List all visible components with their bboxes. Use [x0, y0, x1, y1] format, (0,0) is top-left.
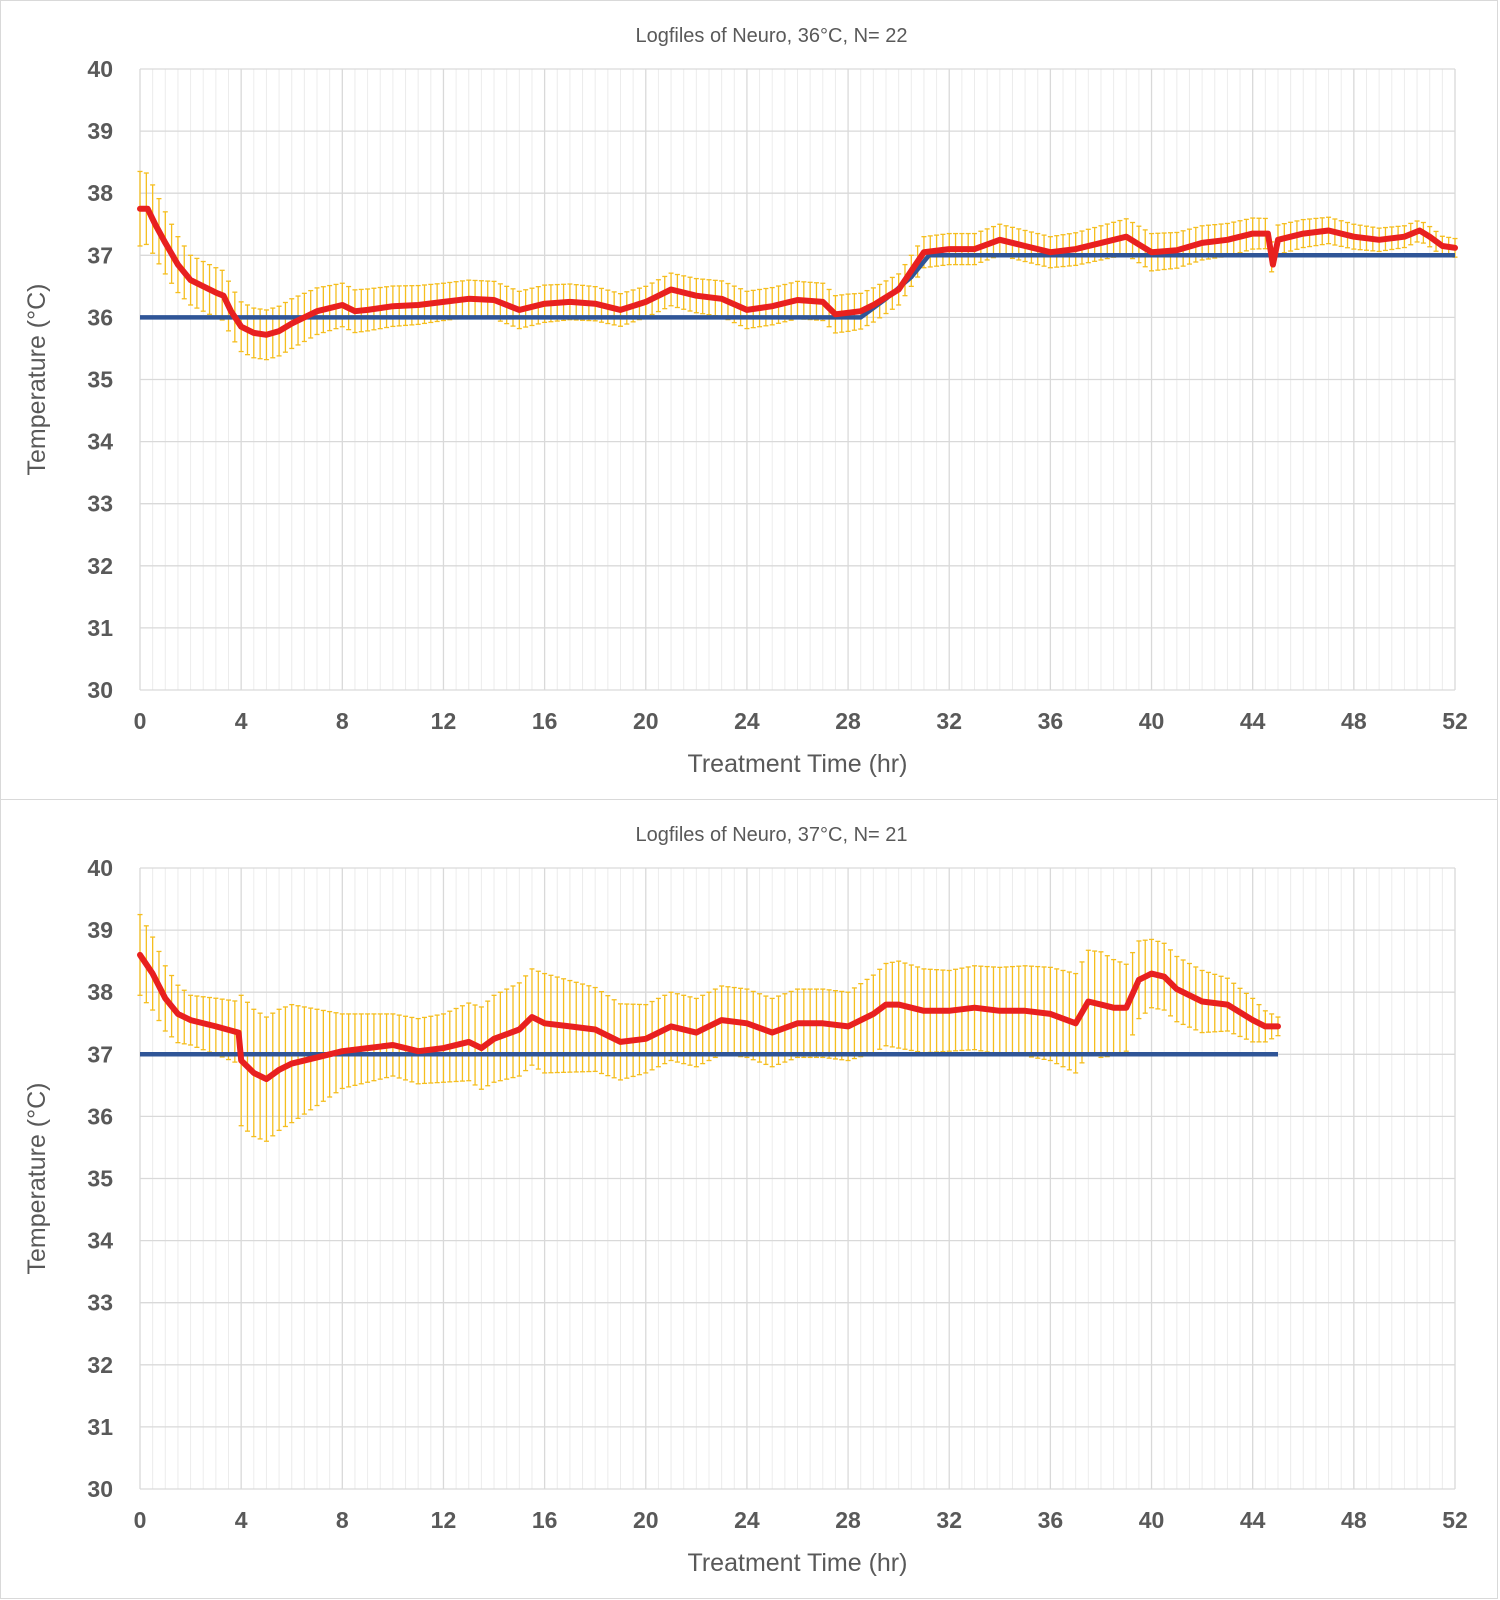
- chart1-y-tick-label: 34: [87, 429, 113, 455]
- chart2-x-tick-label: 16: [532, 1507, 558, 1533]
- chart1-x-tick-label: 28: [835, 708, 861, 734]
- chart1-y-axis-label: Temperature (°C): [23, 284, 51, 476]
- chart1-y-tick-label: 40: [87, 56, 113, 82]
- chart1-x-tick-label: 24: [734, 708, 760, 734]
- chart2-y-tick-label: 37: [87, 1041, 113, 1067]
- chart2-y-tick-label: 33: [87, 1290, 113, 1316]
- chart1-y-tick-label: 32: [87, 553, 113, 579]
- chart1-y-tick-label: 39: [87, 118, 113, 144]
- chart2-y-tick-label: 31: [87, 1414, 113, 1440]
- chart2-x-tick-label: 40: [1139, 1507, 1165, 1533]
- chart2-x-tick-label: 52: [1442, 1507, 1468, 1533]
- chart1-mean-line: [137, 205, 1458, 338]
- chart1-x-tick-label: 36: [1038, 708, 1064, 734]
- chart2-x-tick-label: 36: [1038, 1507, 1064, 1533]
- chart2-x-tick-label: 48: [1341, 1507, 1367, 1533]
- chart1-x-axis-label: Treatment Time (hr): [688, 750, 908, 778]
- chart2-y-axis-label: Temperature (°C): [23, 1083, 51, 1275]
- chart2-y-tick-label: 32: [87, 1352, 113, 1378]
- chart2-x-axis-label: Treatment Time (hr): [688, 1549, 908, 1577]
- chart1-y-tick-label: 30: [87, 677, 113, 703]
- chart1-y-tick-label: 38: [87, 180, 113, 206]
- chart2-y-tick-label: 39: [87, 917, 113, 943]
- chart2-x-tick-label: 28: [835, 1507, 861, 1533]
- chart2-chart-title: Logfiles of Neuro, 37°C, N= 21: [635, 824, 907, 846]
- chart2-x-tick-label: 44: [1240, 1507, 1266, 1533]
- chart1-x-tick-label: 8: [336, 708, 349, 734]
- chart2-y-tick-label: 36: [87, 1103, 113, 1129]
- chart2-x-tick-label: 0: [134, 1507, 147, 1533]
- chart1-chart-title: Logfiles of Neuro, 36°C, N= 22: [635, 25, 907, 47]
- chart2-y-tick-label: 40: [87, 855, 113, 881]
- chart2-x-tick-label: 20: [633, 1507, 659, 1533]
- chart2-x-tick-label: 4: [235, 1507, 248, 1533]
- chart1-x-tick-label: 20: [633, 708, 659, 734]
- chart1-x-tick-label: 48: [1341, 708, 1367, 734]
- chart2-x-tick-label: 24: [734, 1507, 760, 1533]
- chart2-y-tick-label: 30: [87, 1476, 113, 1502]
- chart1-y-tick-label: 37: [87, 242, 113, 268]
- chart1-y-tick-label: 35: [87, 367, 113, 393]
- chart1-x-tick-label: 0: [134, 708, 147, 734]
- chart1-x-tick-label: 4: [235, 708, 248, 734]
- chart1-x-tick-label: 32: [936, 708, 962, 734]
- chart-panel-37c: 40 39 38 37 36 35 34 33 32 31 30 0 4 8 12 16 20 24 28 32 36 4…: [0, 799, 1498, 1599]
- chart1-x-tick-label: 16: [532, 708, 558, 734]
- chart2-x-tick-label: 8: [336, 1507, 349, 1533]
- chart2-y-tick-label: 35: [87, 1166, 113, 1192]
- chart-panel-36c: 40 39 38 37 36 35 34 33 32 31 30 0 4 8 12 16 20 24 28 32 36 4…: [0, 0, 1498, 800]
- chart2-y-tick-label: 34: [87, 1228, 113, 1254]
- chart1-y-tick-label: 31: [87, 615, 113, 641]
- chart1-x-tick-label: 44: [1240, 708, 1266, 734]
- chart1-y-tick-label: 36: [87, 304, 113, 330]
- chart2-x-tick-label: 12: [431, 1507, 457, 1533]
- chart2-y-tick-label: 38: [87, 979, 113, 1005]
- chart1-x-tick-label: 40: [1139, 708, 1165, 734]
- chart1-y-tick-label: 33: [87, 491, 113, 517]
- chart1-x-tick-label: 12: [431, 708, 457, 734]
- chart1-x-tick-label: 52: [1442, 708, 1468, 734]
- chart2-x-tick-label: 32: [936, 1507, 962, 1533]
- chart2-mean-line: [137, 951, 1281, 1083]
